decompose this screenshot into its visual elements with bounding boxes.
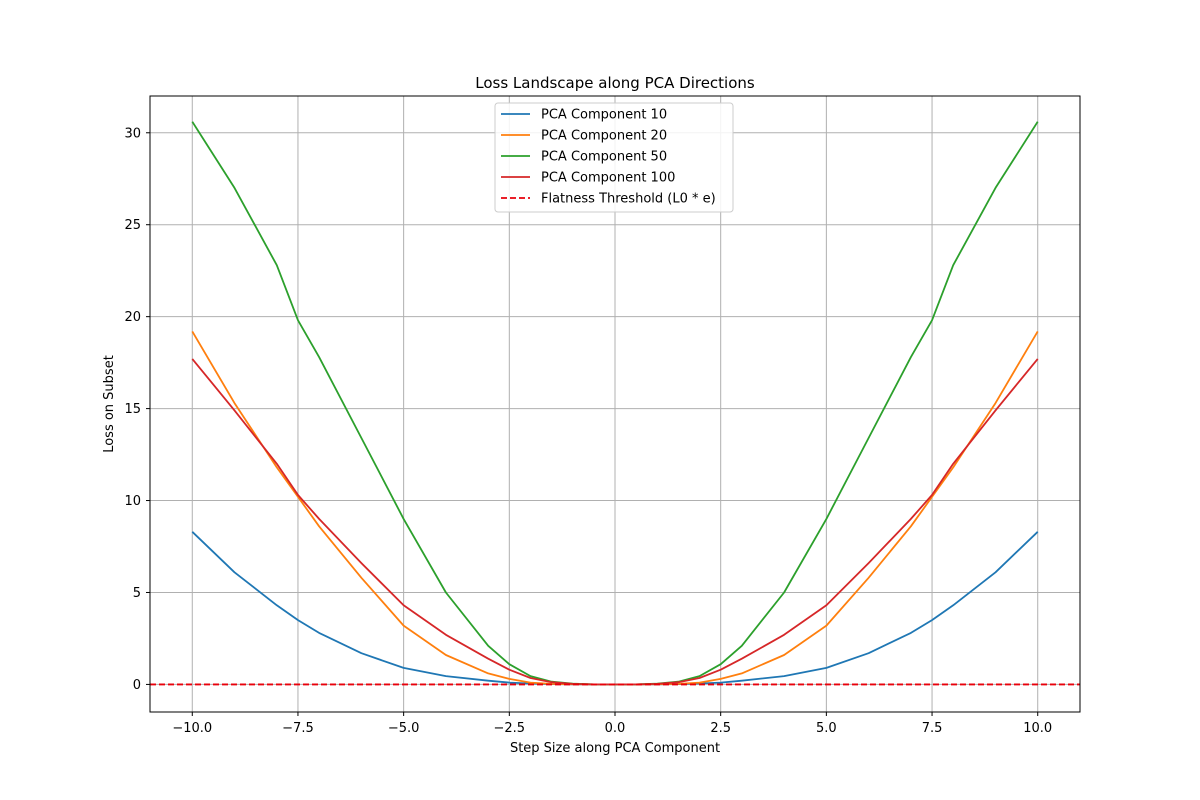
x-tick-label: 0.0 [605,721,626,736]
x-axis-label: Step Size along PCA Component [510,741,720,756]
legend-label: Flatness Threshold (L0 * e) [541,192,716,207]
legend: PCA Component 10 PCA Component 20 PCA Comp… [494,102,734,213]
x-tick-label: 2.5 [710,721,731,736]
y-axis-ticks: 0 5 10 15 20 25 30 [124,126,150,693]
x-tick-label: −10.0 [172,721,212,736]
y-axis-label: Loss on Subset [102,355,117,453]
y-tick-label: 5 [133,586,141,601]
y-tick-label: 10 [124,494,141,509]
legend-box [494,102,734,213]
x-tick-label: −5.0 [388,721,420,736]
legend-label: PCA Component 50 [541,150,667,165]
x-tick-label: 10.0 [1023,721,1052,736]
y-tick-label: 30 [124,126,141,141]
y-tick-label: 20 [124,310,141,325]
x-tick-label: −7.5 [282,721,314,736]
y-tick-label: 25 [124,218,141,233]
plot-lines [150,121,1080,686]
legend-label: PCA Component 20 [541,129,667,144]
x-tick-label: 7.5 [922,721,943,736]
x-axis-ticks: −10.0 −7.5 −5.0 −2.5 0.0 2.5 5.0 7.5 10.0 [172,712,1052,736]
x-tick-label: −2.5 [494,721,526,736]
y-tick-label: 15 [124,402,141,417]
y-tick-label: 0 [133,678,141,693]
x-tick-label: 5.0 [816,721,837,736]
legend-label: PCA Component 10 [541,108,667,123]
chart-title: Loss Landscape along PCA Directions [475,74,755,92]
legend-label: PCA Component 100 [541,171,675,186]
